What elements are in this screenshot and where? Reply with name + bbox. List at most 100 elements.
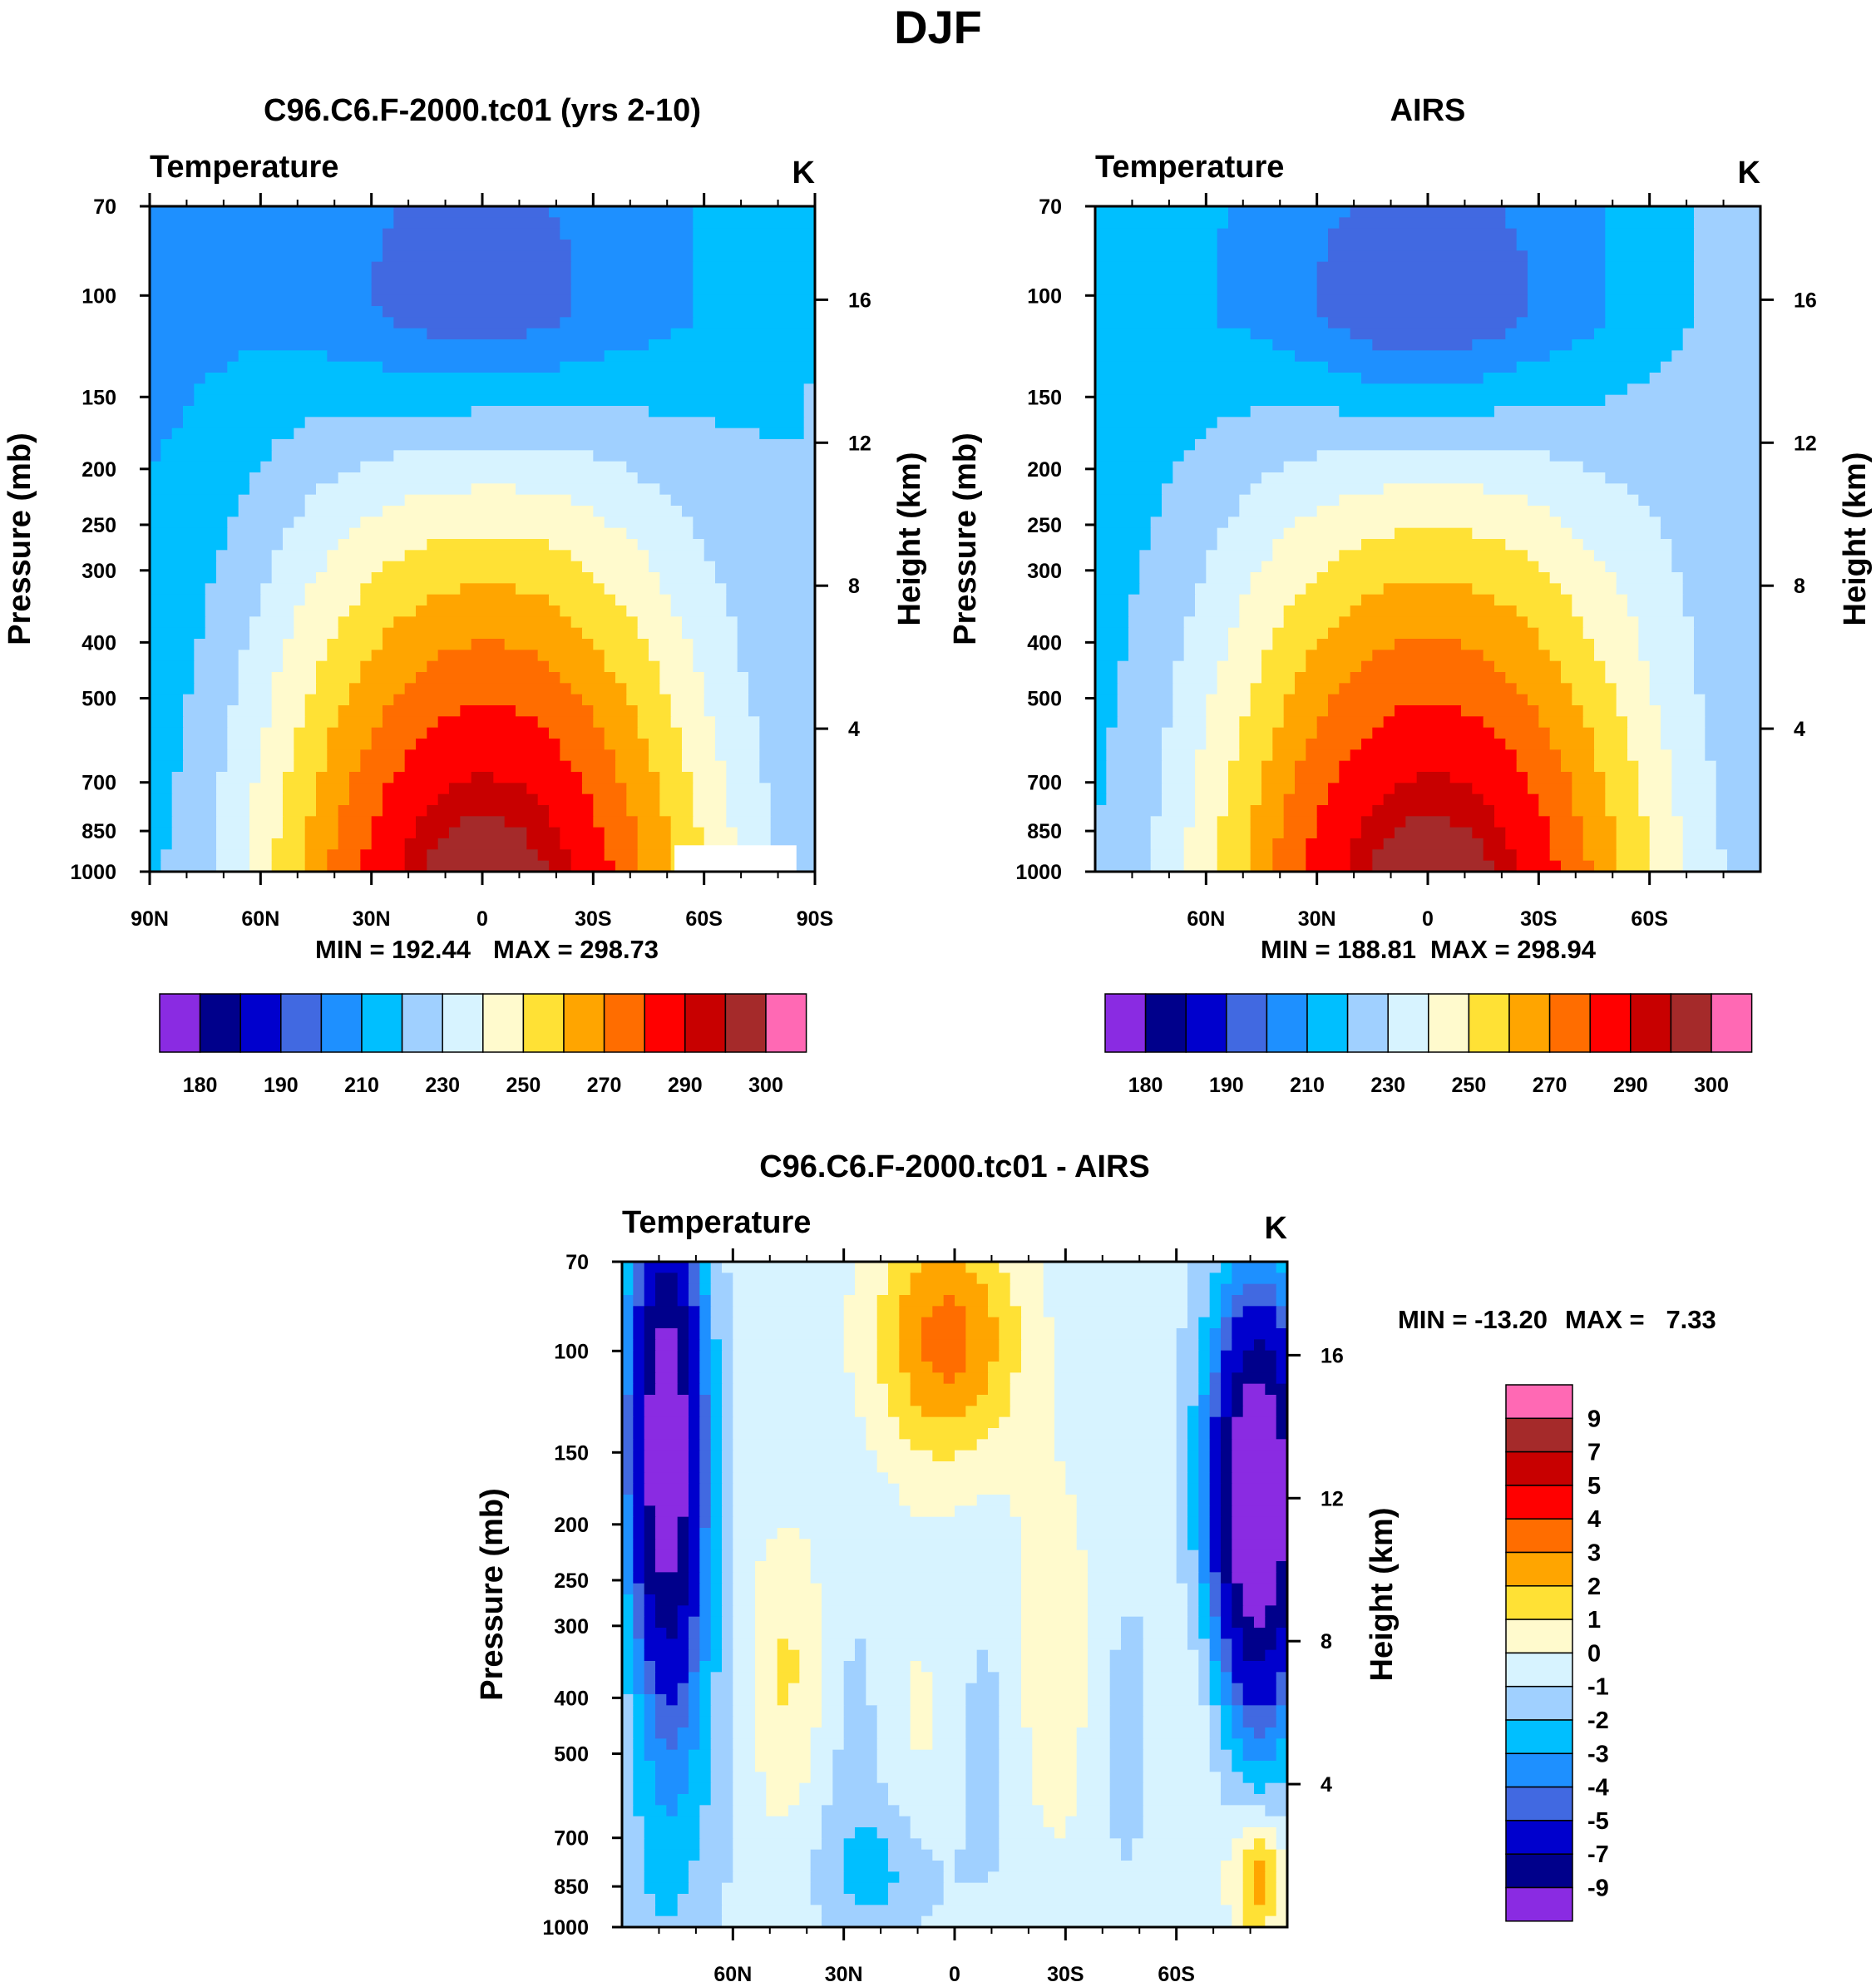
contour-cell	[1221, 1262, 1233, 1274]
contour-cell	[1232, 1638, 1244, 1651]
contour-cell	[1172, 683, 1218, 695]
contour-cell	[677, 1273, 689, 1285]
contour-cell	[644, 1561, 656, 1574]
contour-cell	[876, 1772, 967, 1784]
contour-cell	[633, 1727, 645, 1740]
contour-cell	[150, 417, 184, 429]
contour-cell	[1242, 1738, 1277, 1751]
contour-cell	[733, 1328, 845, 1341]
contour-cell	[1671, 550, 1760, 562]
contour-cell	[1239, 506, 1318, 518]
contour-cell	[1239, 739, 1274, 751]
contour-cell	[1582, 849, 1617, 862]
contour-cell	[1106, 783, 1163, 795]
contour-cell	[755, 1605, 822, 1618]
contour-cell	[843, 1727, 878, 1740]
colorbar-box	[482, 993, 525, 1053]
contour-cell	[549, 805, 595, 818]
contour-cell	[150, 261, 373, 274]
contour-cell	[755, 1583, 822, 1595]
contour-cell	[216, 561, 273, 573]
contour-cell	[1198, 1572, 1211, 1584]
contour-cell	[633, 1694, 645, 1707]
contour-cell	[899, 1295, 945, 1307]
contour-cell	[699, 1738, 712, 1751]
contour-cell	[633, 1416, 645, 1429]
contour-cell	[304, 583, 362, 596]
contour-cell	[649, 550, 705, 562]
contour-cell	[537, 716, 595, 729]
contour-cell	[733, 1605, 756, 1618]
contour-cell	[1250, 805, 1285, 818]
contour-cell	[271, 694, 306, 706]
contour-cell	[1242, 1705, 1277, 1718]
contour-cell	[1605, 250, 1695, 263]
contour-cell	[622, 1495, 634, 1507]
contour-cell	[622, 1273, 634, 1285]
contour-cell	[1198, 1516, 1211, 1529]
contour-cell	[1183, 827, 1218, 839]
contour-cell	[699, 1572, 712, 1584]
contour-cell	[383, 306, 572, 319]
contour-cell	[733, 1439, 867, 1451]
contour-cell	[460, 583, 516, 596]
contour-cell	[1671, 772, 1717, 784]
contour-cell	[722, 1483, 734, 1495]
contour-cell	[876, 1306, 901, 1318]
figure-title: DJF	[894, 1, 982, 53]
contour-cell	[1549, 838, 1584, 851]
contour-cell	[1242, 1628, 1277, 1640]
contour-cell	[1528, 294, 1607, 307]
contour-cell	[1242, 1882, 1255, 1895]
contour-cell	[1117, 683, 1174, 695]
contour-cell	[633, 1262, 645, 1274]
contour-cell	[1627, 727, 1661, 739]
contour-cell	[843, 1350, 878, 1362]
contour-cell	[260, 727, 295, 739]
contour-cell	[733, 1483, 901, 1495]
contour-cell	[216, 838, 250, 851]
contour-cell	[866, 1439, 911, 1451]
contour-cell	[1095, 206, 1229, 219]
y-axis-right-label: Height (km)	[1365, 1508, 1400, 1682]
colorbar-box	[1505, 1786, 1573, 1821]
contour-cell	[622, 1483, 634, 1495]
contour-cell	[1021, 1516, 1078, 1529]
contour-cell	[327, 639, 383, 651]
contour-cell	[1582, 827, 1617, 839]
contour-cell	[404, 760, 572, 773]
contour-cell	[1209, 1727, 1222, 1740]
colorbar-label: -2	[1587, 1708, 1609, 1734]
contour-cell	[1221, 1306, 1233, 1318]
contour-cell	[822, 1827, 856, 1840]
contour-cell	[666, 1628, 679, 1640]
y-tick-label: 850	[1027, 820, 1062, 843]
contour-cell	[1217, 683, 1251, 695]
contour-cell	[622, 1705, 634, 1718]
contour-cell	[183, 739, 229, 751]
contour-cell	[999, 1827, 1055, 1840]
contour-cell	[1261, 793, 1285, 806]
contour-cell	[1242, 1605, 1266, 1618]
contour-cell	[1198, 1694, 1211, 1707]
contour-cell	[843, 1882, 889, 1895]
contour-cell	[988, 1428, 1055, 1441]
contour-cell	[1694, 217, 1760, 230]
contour-cell	[1206, 428, 1760, 440]
contour-cell	[1221, 1894, 1244, 1906]
contour-cell	[1095, 739, 1108, 751]
contour-cell	[955, 1450, 1055, 1462]
contour-cell	[150, 339, 649, 352]
contour-cell	[810, 1772, 834, 1784]
contour-cell	[1176, 1383, 1200, 1396]
contour-cell	[843, 1306, 878, 1318]
contour-cell	[615, 760, 649, 773]
panel-model: C96.C6.F-2000.tc01 (yrs 2-10) Temperatur…	[2, 93, 927, 1097]
contour-cell	[965, 1339, 1000, 1352]
contour-cell	[615, 860, 639, 872]
contour-cell	[1143, 1694, 1200, 1707]
contour-cell	[1198, 1439, 1211, 1451]
contour-cell	[1594, 860, 1617, 872]
contour-cell	[1172, 461, 1285, 473]
